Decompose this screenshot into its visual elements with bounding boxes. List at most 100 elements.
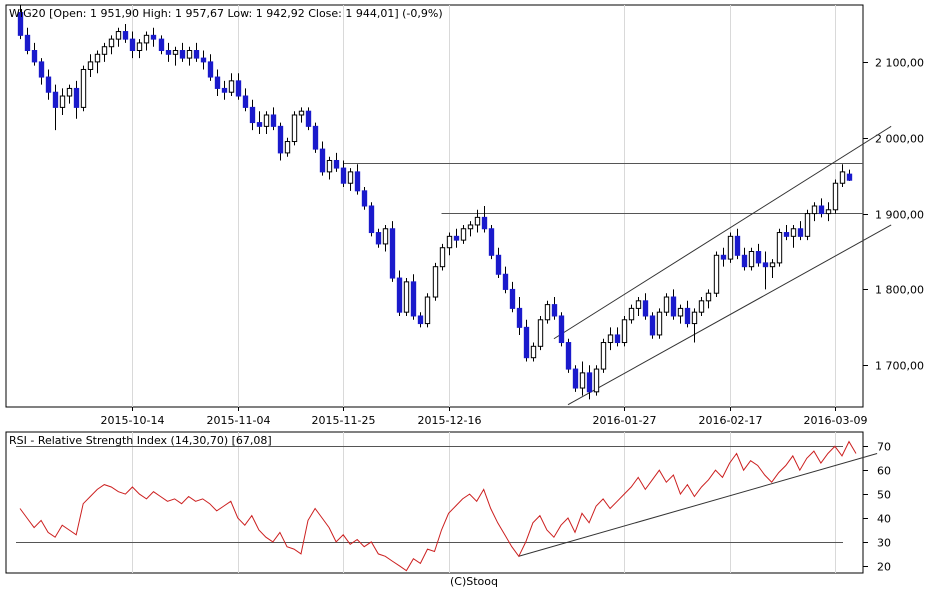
candle-body — [24, 34, 31, 52]
candle-body — [628, 307, 635, 321]
candle-body — [221, 87, 228, 93]
candle-body — [115, 31, 122, 40]
candle-body — [439, 247, 446, 268]
candle-body — [207, 61, 214, 78]
candle-body — [797, 228, 804, 237]
candle-body — [600, 342, 607, 370]
candle-body — [410, 281, 417, 317]
candle-body — [129, 38, 136, 52]
rsi-trend-line — [518, 453, 878, 557]
candle-body — [607, 334, 614, 344]
candle-body — [228, 80, 235, 93]
candle-body — [755, 251, 762, 264]
candle-body — [635, 300, 642, 309]
candle-body — [776, 232, 783, 264]
candle-body — [108, 38, 115, 48]
candle-body — [727, 235, 734, 260]
rsi-series-line — [19, 440, 857, 572]
candle-body — [122, 31, 129, 40]
rsi-y-tick-label: 30 — [877, 537, 891, 550]
candle-body — [586, 372, 593, 393]
candle-body — [446, 235, 453, 249]
candle-body — [368, 205, 375, 234]
candle-body — [516, 307, 523, 328]
candle-body — [249, 106, 256, 124]
candle-body — [375, 232, 382, 245]
candle-body — [284, 141, 291, 154]
candle-body — [748, 251, 755, 268]
candle-body — [165, 50, 172, 55]
candle-body — [804, 213, 811, 237]
candle-body — [769, 262, 776, 268]
x-tick-label: 2015-11-25 — [312, 414, 376, 427]
candle-body — [31, 50, 38, 63]
candle-body — [579, 372, 586, 389]
candle-body — [340, 167, 347, 184]
candle-body — [333, 159, 340, 169]
candle-body — [474, 216, 481, 226]
rsi-y-tick-label: 60 — [877, 465, 891, 478]
price-chart-title: WIG20 [Open: 1 951,90 High: 1 957,67 Low… — [9, 7, 443, 20]
candle-body — [663, 296, 670, 313]
candle-body — [143, 34, 150, 44]
candle-body — [45, 76, 52, 93]
candle-body — [73, 87, 80, 108]
candle-body — [614, 334, 621, 344]
candle-body — [432, 266, 439, 298]
candle-body — [832, 182, 839, 211]
channel-lower-line — [567, 224, 892, 406]
candle-body — [242, 95, 249, 108]
candle-body — [720, 254, 727, 260]
candle-body — [382, 228, 389, 245]
candle-body — [17, 12, 24, 36]
candle-body — [80, 68, 87, 108]
candle-body — [460, 228, 467, 241]
candle-body — [256, 122, 263, 127]
candle-body — [158, 38, 165, 52]
candle-body — [741, 254, 748, 268]
candle-body — [670, 296, 677, 317]
candle-body — [326, 159, 333, 173]
candle-body — [59, 95, 66, 108]
channel-upper-line — [553, 125, 892, 340]
candle-body — [502, 273, 509, 290]
candle-body — [488, 228, 495, 256]
candle-body — [705, 292, 712, 302]
candle-body — [495, 254, 502, 275]
candle-body — [537, 319, 544, 347]
candle-body — [467, 224, 474, 230]
candle-body — [136, 42, 143, 52]
candle-body — [277, 125, 284, 154]
candle-body — [713, 254, 720, 294]
candle-body — [825, 209, 832, 215]
candle-body — [593, 368, 600, 393]
candle-body — [396, 277, 403, 313]
rsi-y-tick-label: 70 — [877, 441, 891, 454]
candle-body — [551, 304, 558, 317]
rsi-y-tick-label: 50 — [877, 489, 891, 502]
candle-body — [38, 61, 45, 78]
candle-body — [453, 235, 460, 241]
rsi-y-tick-label: 20 — [877, 561, 891, 574]
candle-body — [846, 173, 853, 181]
candle-body — [403, 281, 410, 313]
candle-body — [94, 53, 101, 63]
candle-body — [621, 319, 628, 344]
candle-body — [361, 190, 368, 207]
x-tick-label: 2015-12-16 — [418, 414, 482, 427]
candle-body — [424, 296, 431, 325]
x-tick-label: 2016-01-27 — [593, 414, 657, 427]
candle-body — [572, 368, 579, 389]
candle-body — [347, 171, 354, 184]
candle-body — [684, 307, 691, 325]
candle-body — [523, 326, 530, 359]
candle-body — [698, 300, 705, 313]
candle-body — [235, 80, 242, 97]
price-plot-frame — [5, 4, 864, 408]
candle-body — [298, 110, 305, 116]
candle-body — [790, 228, 797, 237]
rsi-chart-title: RSI - Relative Strength Index (14,30,70)… — [9, 434, 272, 447]
candle-body — [818, 205, 825, 215]
y-tick-label: 1 900,00 — [875, 209, 924, 222]
candle-body — [305, 110, 312, 127]
